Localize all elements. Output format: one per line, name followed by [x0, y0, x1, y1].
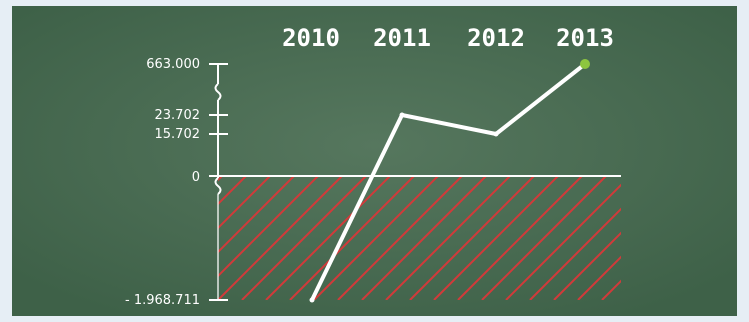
x-tick-label-2012: 2012	[467, 24, 525, 52]
hatch-line	[481, 176, 607, 300]
hatch-line	[433, 176, 559, 300]
data-point	[399, 112, 405, 118]
hatch-line	[313, 176, 439, 300]
hatch-line	[218, 176, 271, 230]
hatch-line	[361, 176, 487, 300]
endpoint-marker	[580, 59, 590, 69]
line-chart: 663.000 23.702 15.702 0 - 1.968.711 2010…	[12, 6, 737, 316]
hatch-line	[241, 176, 367, 300]
hatch-line	[577, 255, 621, 300]
y-tick-label-neg1968711: - 1.968.711	[125, 293, 200, 308]
x-tick-label-2013: 2013	[556, 24, 614, 52]
hatch-line	[337, 176, 463, 300]
hatch-line	[505, 183, 621, 300]
hatch-line	[409, 176, 535, 300]
series-line	[310, 62, 587, 302]
hatch-line	[385, 176, 511, 300]
data-point	[493, 131, 499, 137]
hatch-line	[218, 176, 247, 206]
y-tick-label-23702: 23.702	[155, 108, 201, 123]
hatch-line	[218, 176, 319, 278]
y-axis-break-top	[214, 83, 222, 101]
board-background	[12, 6, 737, 316]
chalkboard: 663.000 23.702 15.702 0 - 1.968.711 2010…	[12, 6, 737, 316]
y-tick-label-15702: 15.702	[155, 127, 201, 142]
x-tick-label-2010: 2010	[282, 24, 340, 52]
hatch-line	[457, 176, 583, 300]
hatch-line	[218, 176, 343, 300]
hatch-line	[529, 207, 621, 300]
series-layer	[309, 59, 590, 303]
y-tick-label-663000: 663.000	[146, 57, 200, 72]
hatch-line	[265, 176, 391, 300]
hatch-line	[218, 176, 295, 254]
hatch-line	[553, 231, 621, 300]
x-tick-label-2011: 2011	[373, 24, 431, 52]
data-point	[309, 297, 315, 303]
y-tick-label-0: 0	[192, 170, 200, 185]
y-axis-break-bottom	[214, 177, 222, 195]
negative-region-hatching	[218, 176, 621, 300]
hatch-line	[289, 176, 415, 300]
